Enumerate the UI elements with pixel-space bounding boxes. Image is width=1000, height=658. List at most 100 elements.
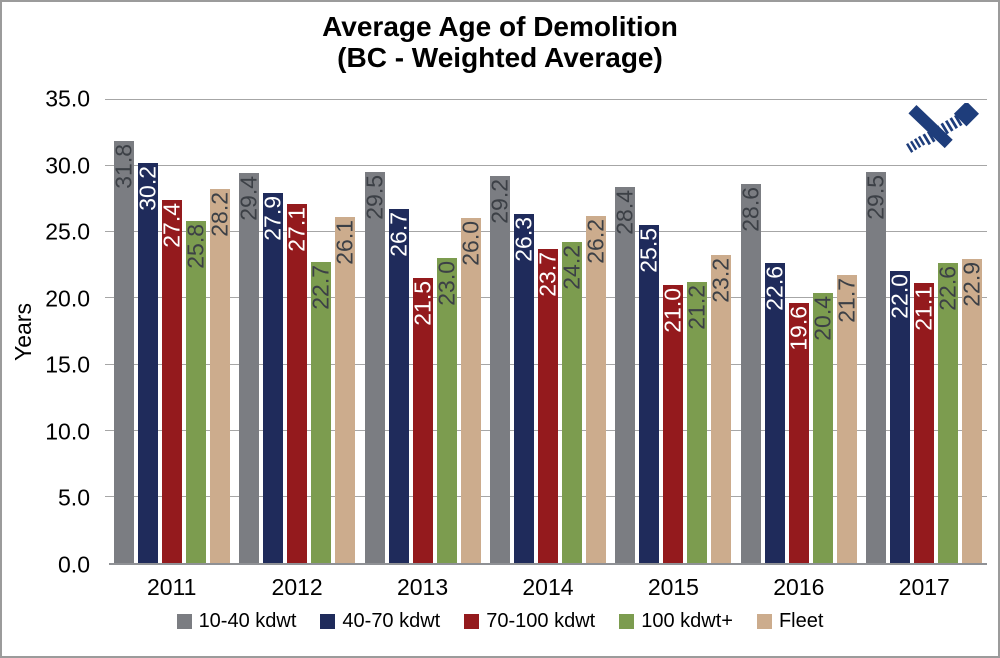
y-axis-tick-label: 30.0	[45, 152, 90, 179]
bar-group: 29.4 27.9 27.1 22.7 26.1	[234, 99, 359, 563]
y-axis-tick-label: 35.0	[45, 85, 90, 112]
x-axis-tick-label: 2016	[773, 574, 825, 600]
legend-swatch	[756, 614, 772, 629]
bar-group: 28.4 25.5 21.0 21.2 23.2	[611, 99, 736, 563]
x-axis-tick-label: 2012	[271, 574, 323, 600]
x-axis-tick-label: 2013	[396, 574, 449, 600]
y-axis-tick-label: 25.0	[45, 218, 90, 245]
bar: 29.2	[486, 175, 513, 563]
bar: 25.5	[635, 224, 662, 563]
bar: 22.6	[761, 263, 788, 563]
logo-solid-band	[908, 104, 953, 149]
bar-value-label: 21.2	[683, 284, 710, 330]
bar-value-label: 22.6	[761, 266, 788, 312]
bar: 21.0	[659, 284, 686, 563]
legend-label: 10-40 kdwt	[198, 610, 297, 632]
bar-value-label: 29.5	[361, 174, 388, 220]
bar: 22.9	[959, 259, 985, 563]
bar-value-label: 28.2	[206, 192, 233, 237]
bar-group: 29.2 26.3 23.7 24.2 26.2	[485, 99, 610, 563]
bar-group: 29.5 22.0 21.1 22.6 22.9	[862, 99, 987, 563]
bar-value-label: 27.4	[158, 202, 185, 248]
bar: 30.2	[134, 162, 161, 563]
bar: 19.6	[785, 303, 812, 563]
legend-swatch	[176, 614, 192, 629]
bar-value-label: 26.0	[457, 221, 484, 267]
bar-value-label: 23.7	[534, 251, 561, 297]
bar: 21.1	[910, 283, 937, 563]
x-axis-tick-label: 2014	[522, 574, 574, 600]
x-axis-tick-label: 2011	[146, 574, 197, 600]
bar: 31.8	[110, 141, 136, 563]
bar: 29.5	[361, 171, 388, 563]
chart-subtitle: (BC - Weighted Average)	[337, 42, 663, 73]
legend-item: 100 kdwt+	[619, 610, 733, 633]
legend-label: 100 kdwt+	[641, 610, 733, 632]
gridline	[105, 164, 987, 166]
bar-value-label: 22.7	[307, 265, 334, 310]
bar-value-label: 28.6	[737, 186, 764, 232]
bar-group: 29.5 26.7 21.5 23.0 26.0	[360, 99, 485, 563]
bar: 29.4	[235, 173, 262, 563]
bar-value-label: 26.7	[385, 212, 412, 257]
bar: 28.4	[611, 186, 638, 563]
bar-value-label: 19.6	[785, 306, 812, 351]
bar: 26.7	[385, 209, 412, 563]
logo-striped-band	[922, 114, 964, 146]
bar-value-label: 26.2	[582, 218, 609, 264]
bar: 24.2	[558, 242, 584, 563]
legend-item: 40-70 kdwt	[320, 610, 440, 633]
bar-value-label: 26.1	[331, 220, 358, 265]
bar-value-label: 21.5	[409, 280, 436, 326]
bar-value-label: 29.4	[235, 176, 262, 222]
x-axis-tick-labels: 2011 2012 2013 2014 2015 2016 2017	[109, 574, 987, 601]
bar: 22.0	[886, 271, 913, 563]
bar-value-label: 26.3	[510, 217, 537, 263]
bar-value-label: 27.1	[283, 206, 310, 252]
bar-value-label: 22.0	[886, 274, 913, 320]
bar-value-label: 23.2	[707, 258, 734, 304]
gridline	[105, 98, 987, 100]
bar-value-label: 20.4	[809, 295, 836, 341]
legend-label: 40-70 kdwt	[342, 610, 441, 632]
chart-title: Average Age of Demolition	[322, 11, 678, 42]
bar-group: 31.8 30.2 27.4 25.8 28.2	[109, 99, 234, 563]
bar: 25.8	[182, 220, 208, 563]
bar-group: 28.6 22.6 19.6 20.4 21.7	[736, 99, 861, 563]
legend-item: Fleet	[756, 610, 823, 633]
bar: 27.1	[283, 203, 310, 563]
bar: 22.6	[935, 263, 961, 563]
bar: 27.4	[158, 199, 185, 563]
legend-item: 10-40 kdwt	[176, 610, 297, 633]
bar: 26.3	[510, 214, 537, 563]
bar: 29.5	[862, 171, 889, 563]
y-axis-tick-label: 5.0	[58, 484, 90, 511]
bar-value-label: 29.5	[862, 174, 889, 220]
bar-value-label: 27.9	[259, 196, 286, 241]
bar-value-label: 29.2	[486, 178, 513, 224]
y-axis-tick-label: 20.0	[45, 285, 90, 312]
bar: 21.5	[409, 277, 436, 563]
bar: 21.7	[833, 275, 859, 563]
bar: 21.2	[683, 281, 710, 563]
bar-value-label: 30.2	[134, 165, 161, 211]
bar-value-label: 28.4	[611, 189, 638, 235]
plot-area: 31.8 30.2 27.4 25.8 28.2 29.4 27.9 27.1 22.7 26.1…	[105, 98, 987, 565]
bar: 20.4	[809, 292, 836, 563]
bar-groups: 31.8 30.2 27.4 25.8 28.2 29.4 27.9 27.1 22.7 26.1…	[109, 99, 987, 563]
bar: 28.2	[206, 189, 233, 563]
x-axis-tick-label: 2017	[898, 574, 950, 600]
bar-value-label: 21.0	[659, 287, 686, 333]
bar-value-label: 25.5	[635, 227, 662, 273]
gridline	[105, 231, 987, 233]
bar: 26.1	[331, 217, 358, 563]
bar: 23.0	[433, 258, 460, 563]
legend-swatch	[619, 614, 635, 629]
bar: 23.7	[534, 248, 561, 563]
bar: 28.6	[737, 183, 764, 563]
bar-value-label: 23.0	[433, 261, 460, 306]
bar-value-label: 21.1	[910, 286, 937, 332]
chart-title-block: Average Age of Demolition (BC - Weighted…	[2, 11, 998, 73]
y-axis-tick-labels: 35.0 30.0 25.0 20.0 15.0 10.0 5.0 0.0	[2, 86, 98, 578]
logo-striped-tail	[906, 134, 927, 153]
